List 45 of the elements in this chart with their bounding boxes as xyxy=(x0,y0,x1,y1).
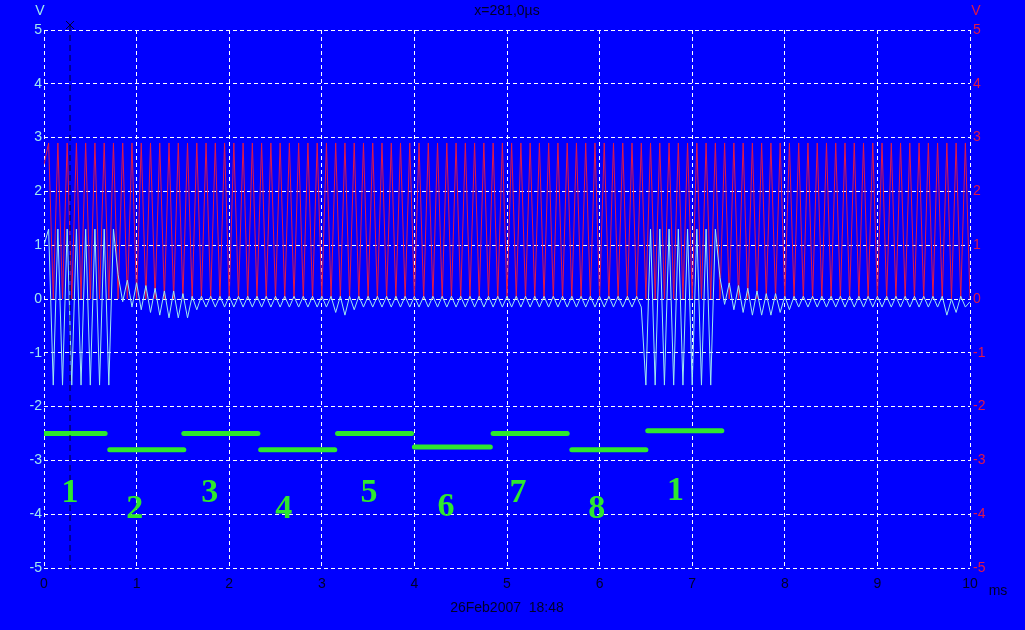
y2-tick-label: 2 xyxy=(973,182,981,199)
y2-tick-label: 1 xyxy=(973,236,981,253)
y-tick-label: 2 xyxy=(34,182,43,199)
y-tick-label: 3 xyxy=(34,128,43,145)
x-tick-label: 2 xyxy=(225,575,234,592)
y2-tick-label: 4 xyxy=(973,74,981,91)
y-tick-label: -1 xyxy=(29,343,43,360)
annotation: 5 xyxy=(360,472,378,510)
y2-tick-label: -5 xyxy=(973,558,986,575)
y2-tick-label: 5 xyxy=(973,20,981,37)
annotation: 1 xyxy=(61,472,79,510)
y2-tick-label: -1 xyxy=(973,343,986,360)
x-tick-label: 4 xyxy=(410,575,419,592)
y-tick-label: 4 xyxy=(34,74,43,91)
y2-tick-label: 3 xyxy=(973,128,981,145)
annotation: 1 xyxy=(667,469,685,507)
y2-tick-label: -4 xyxy=(973,505,986,522)
annotation: 6 xyxy=(437,485,455,523)
x-axis-title: ms xyxy=(988,581,1008,598)
y-tick-label: -2 xyxy=(29,397,43,414)
y-tick-label: -4 xyxy=(29,505,43,522)
y2-tick-label: -3 xyxy=(973,451,986,468)
annotation: 3 xyxy=(201,472,219,510)
y-tick-label: -3 xyxy=(29,451,43,468)
y2-axis-title: V xyxy=(971,1,982,18)
y-axis-title: V xyxy=(35,1,46,18)
y-tick-label: 1 xyxy=(34,236,43,253)
y-tick-label: 0 xyxy=(34,289,43,306)
x-tick-label: 8 xyxy=(780,575,789,592)
y-tick-label: -5 xyxy=(29,558,43,575)
chart-title: x=281,0µs xyxy=(474,1,540,18)
x-tick-label: 9 xyxy=(873,575,882,592)
y2-tick-label: -2 xyxy=(973,397,986,414)
annotation: 7 xyxy=(509,472,527,510)
x-tick-label: 7 xyxy=(688,575,697,592)
x-tick-label: 6 xyxy=(595,575,604,592)
y2-tick-label: 0 xyxy=(973,289,981,306)
text: 26Feb2007 18:48 xyxy=(450,598,565,615)
annotation: 8 xyxy=(588,488,606,526)
x-tick-label: 1 xyxy=(132,575,141,592)
x-tick-label: 5 xyxy=(503,575,512,592)
x-tick-label: 3 xyxy=(317,575,326,592)
annotation: 2 xyxy=(126,488,144,526)
x-tick-label: 10 xyxy=(962,575,978,592)
y-tick-label: 5 xyxy=(34,20,43,37)
